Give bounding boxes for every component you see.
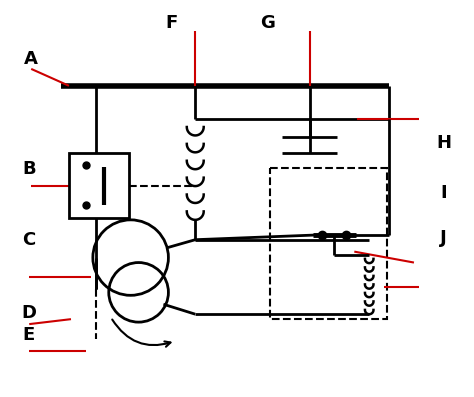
Text: C: C (22, 231, 36, 249)
Text: I: I (440, 183, 447, 202)
FancyBboxPatch shape (69, 153, 128, 218)
Text: G: G (260, 14, 275, 32)
Text: A: A (24, 50, 37, 67)
Text: H: H (436, 134, 451, 152)
Text: J: J (440, 229, 447, 247)
Text: F: F (165, 14, 177, 32)
Text: D: D (21, 304, 36, 322)
Text: E: E (23, 326, 35, 343)
Text: B: B (22, 160, 36, 178)
